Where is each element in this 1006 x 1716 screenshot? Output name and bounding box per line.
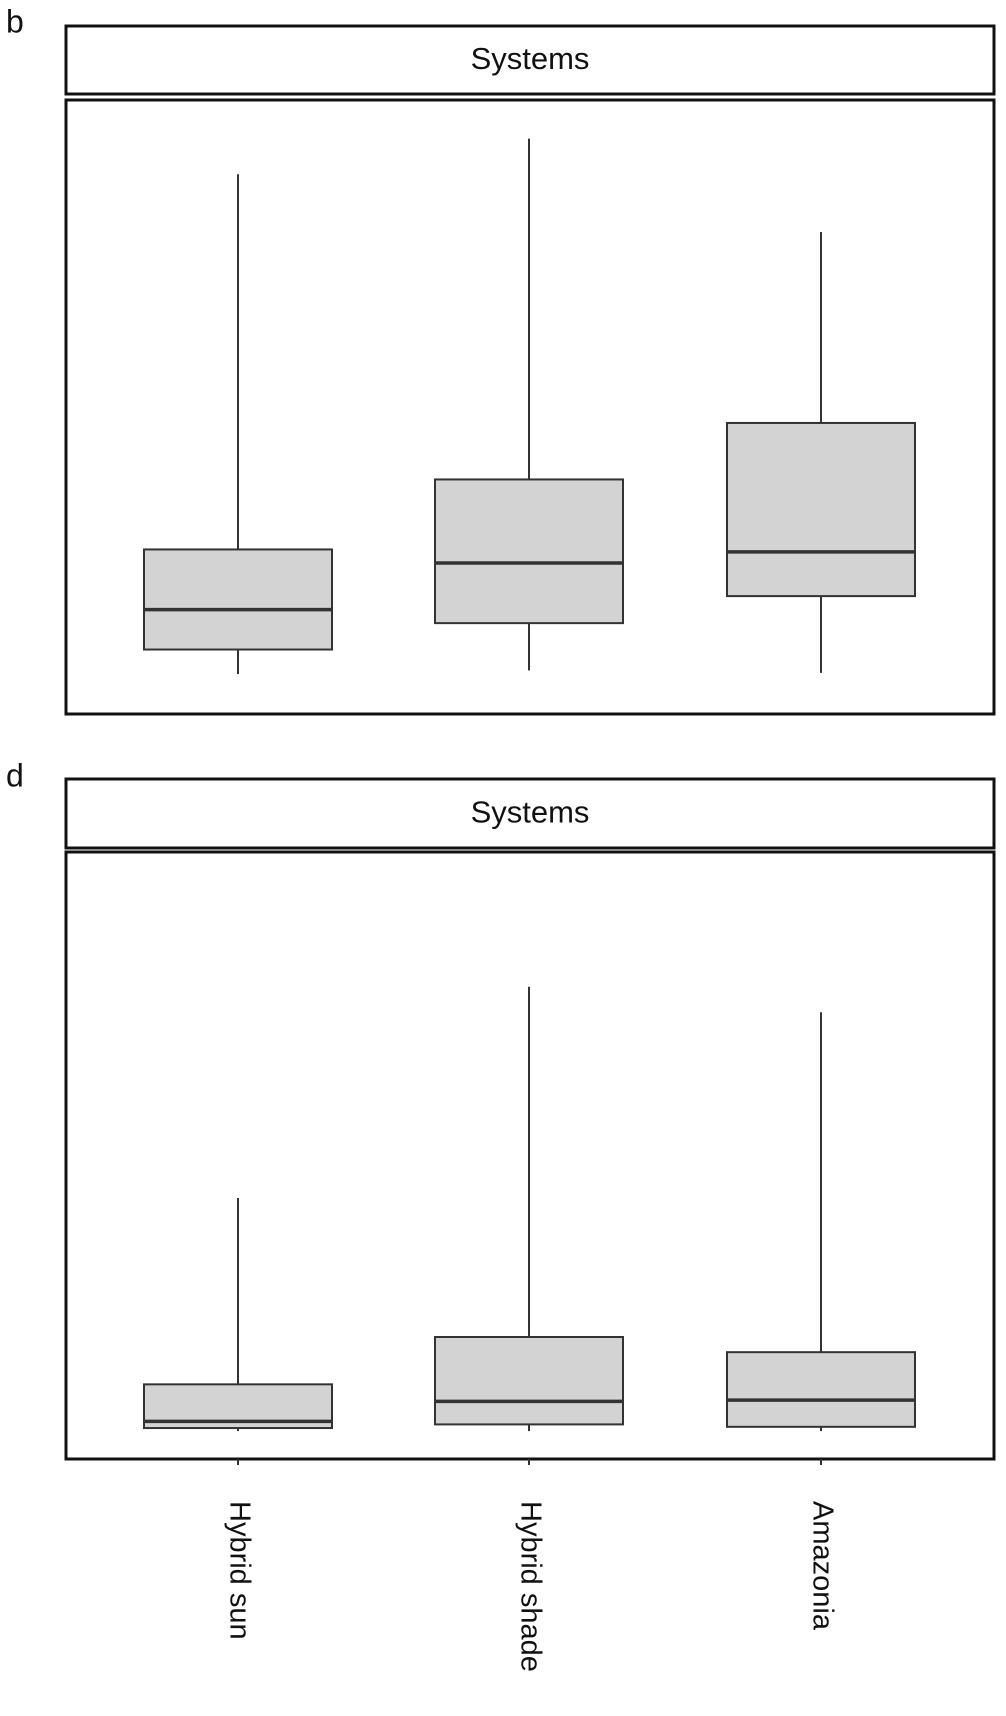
x-tick-label: Hybrid sun [223, 1501, 255, 1640]
box [434, 478, 624, 625]
box [143, 548, 333, 651]
box [726, 1351, 916, 1428]
panel-letter: b [6, 3, 24, 39]
panel-letter: d [6, 757, 24, 793]
strip [64, 24, 996, 96]
strip [64, 777, 996, 850]
strip-title: Systems [471, 41, 590, 76]
box [726, 421, 916, 598]
box [434, 1335, 624, 1426]
x-tick-label: Amazonia [806, 1501, 838, 1631]
x-tick-label: Hybrid shade [514, 1501, 546, 1672]
strip-title: Systems [471, 795, 590, 830]
